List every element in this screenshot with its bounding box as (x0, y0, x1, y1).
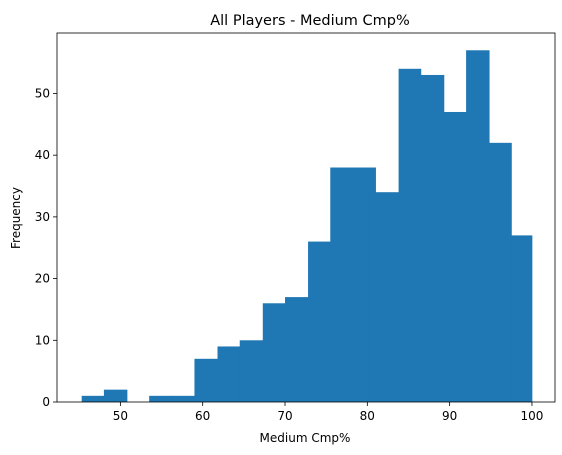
histogram-bar (375, 192, 400, 402)
y-tick-label: 30 (35, 210, 50, 224)
histogram-bar (489, 142, 512, 402)
histogram-bar (308, 241, 331, 402)
x-tick-label: 50 (113, 409, 128, 423)
histogram-bar (330, 167, 354, 402)
histogram-bar (149, 395, 173, 402)
y-tick-label: 20 (35, 272, 50, 286)
x-tick-label: 90 (442, 409, 457, 423)
histogram-bar (194, 358, 218, 402)
x-tick-label: 80 (360, 409, 375, 423)
bars-layer (81, 50, 533, 403)
axes-layer: 50 60 70 80 90 100 0 10 20 30 40 50 (35, 32, 556, 423)
histogram-bar (285, 297, 309, 402)
histogram-bar (217, 346, 241, 402)
histogram-bar (398, 68, 422, 402)
histogram-bar (81, 395, 105, 402)
x-tick-label: 100 (520, 409, 543, 423)
y-tick-label: 50 (35, 86, 50, 100)
histogram-bar (172, 395, 195, 402)
histogram-bar (262, 303, 286, 402)
histogram-bar (103, 389, 128, 402)
histogram-bar (239, 340, 264, 402)
histogram-bar (466, 50, 490, 402)
histogram-bar (420, 74, 445, 403)
plot-frame (56, 32, 556, 403)
histogram-bar (443, 111, 467, 402)
y-axis-label: Frequency (9, 187, 23, 249)
x-tick-label: 60 (195, 409, 210, 423)
histogram-bar (511, 235, 533, 402)
histogram-bar (353, 167, 376, 402)
y-tick-label: 10 (35, 333, 50, 347)
y-tick-label: 40 (35, 148, 50, 162)
x-tick-label: 70 (277, 409, 292, 423)
chart-title: All Players - Medium Cmp% (210, 13, 410, 29)
x-axis-label: Medium Cmp% (260, 431, 351, 445)
y-tick-label: 0 (42, 395, 50, 409)
